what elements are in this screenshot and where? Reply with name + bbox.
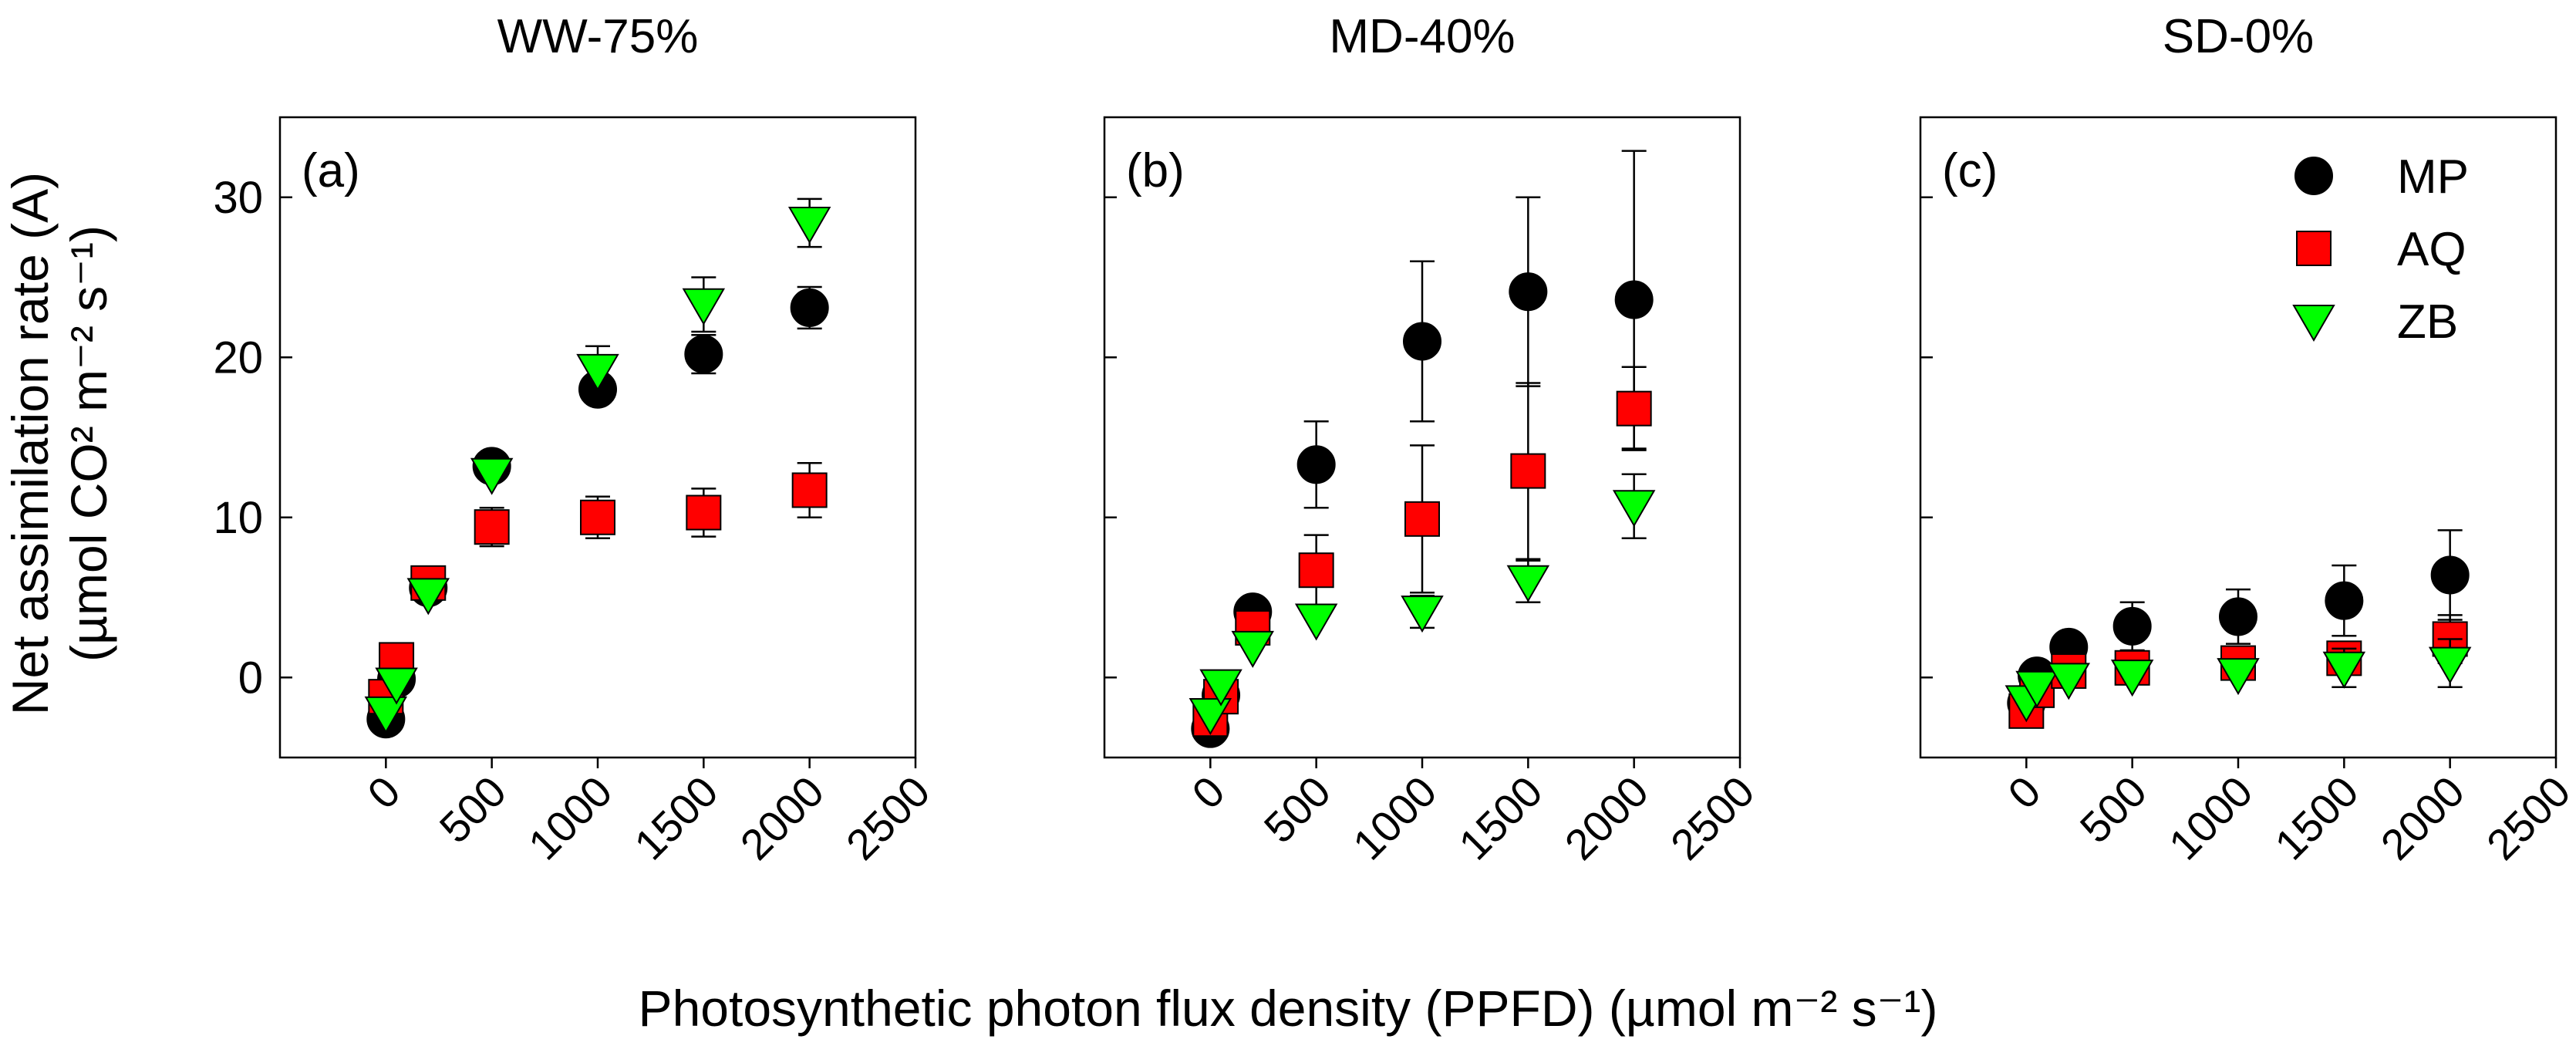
y-tick-label: 0 xyxy=(238,653,263,703)
data-point-zb xyxy=(2428,646,2472,684)
series-zb xyxy=(364,197,831,734)
data-point-mp xyxy=(684,335,723,374)
y-axis-label-line1: Net assimilation rate (A) xyxy=(2,172,59,715)
x-tick-label: 1000 xyxy=(2160,767,2262,869)
data-point-aq xyxy=(474,509,510,545)
data-point-zb xyxy=(2015,670,2058,708)
x-tick-label: 1500 xyxy=(2265,767,2368,869)
data-point-mp xyxy=(1614,280,1654,319)
x-tick-label: 2000 xyxy=(2372,767,2474,869)
panel-title: SD-0% xyxy=(2163,10,2314,63)
panel-label: (b) xyxy=(1126,144,1185,197)
data-point-zb xyxy=(1401,596,1444,633)
plot-frame xyxy=(1103,116,1741,759)
panel-label: (a) xyxy=(302,144,360,197)
data-point-aq xyxy=(580,499,615,535)
data-point-zb xyxy=(406,578,450,616)
data-point-zb xyxy=(364,696,408,734)
data-point-zb xyxy=(1231,630,1274,668)
data-point-mp xyxy=(790,288,829,327)
x-tick-label: 500 xyxy=(2071,767,2156,852)
y-axis-label-line2: (µmol CO² m⁻² s⁻¹) xyxy=(60,225,117,662)
x-axis-label: Photosynthetic photon flux density (PPFD… xyxy=(639,980,1938,1037)
data-point-zb xyxy=(1189,697,1232,735)
data-point-aq xyxy=(791,472,828,508)
data-point-aq xyxy=(1404,501,1440,537)
y-tick-label: 10 xyxy=(213,493,263,543)
legend-marker-aq xyxy=(2296,231,2332,266)
data-point-zb xyxy=(576,353,619,391)
series-zb xyxy=(1189,473,1656,735)
data-point-mp xyxy=(1403,322,1441,361)
x-tick-label: 0 xyxy=(1182,767,1234,818)
data-point-zb xyxy=(2217,658,2260,696)
data-point-zb xyxy=(682,288,726,326)
x-tick-label: 500 xyxy=(430,767,516,852)
legend-marker-zb xyxy=(2292,305,2335,342)
data-point-aq xyxy=(1298,552,1334,589)
data-point-zb xyxy=(1199,669,1242,707)
x-tick-label: 1000 xyxy=(1344,767,1446,869)
data-point-zb xyxy=(1612,490,1656,528)
panel-title: MD-40% xyxy=(1329,10,1515,63)
data-point-mp xyxy=(2430,555,2470,595)
x-tick-label: 1500 xyxy=(1449,767,1552,869)
panel-1: WW-75% (a) 0 10 20 30 0 500 1000 1500 2000 2500 xyxy=(213,10,939,869)
data-point-aq xyxy=(1510,453,1546,489)
x-tick-label: 1500 xyxy=(625,767,727,869)
y-tick-label: 20 xyxy=(213,332,263,383)
data-point-zb xyxy=(375,667,418,705)
legend-marker-mp xyxy=(2294,157,2333,195)
legend: MP AQ ZB xyxy=(2292,150,2469,349)
data-point-aq xyxy=(686,494,722,531)
series-zb xyxy=(2004,638,2472,723)
x-tick-label: 2500 xyxy=(2477,767,2576,869)
panel-2: MD-40% (b) 0 500 1000 1500 2000 2500 xyxy=(1103,10,1764,869)
data-point-zb xyxy=(2047,663,2090,700)
x-tick-label: 2500 xyxy=(837,767,939,869)
x-tick-label: 500 xyxy=(1255,767,1340,852)
y-tick-label: 30 xyxy=(213,173,263,223)
x-tick-label: 1000 xyxy=(519,767,622,869)
x-tick-label: 2500 xyxy=(1661,767,1764,869)
data-point-mp xyxy=(1509,272,1548,312)
panel-title: WW-75% xyxy=(497,10,699,63)
data-point-zb xyxy=(1506,565,1550,602)
data-point-aq xyxy=(1616,390,1652,427)
data-point-mp xyxy=(2112,606,2152,646)
data-point-zb xyxy=(2322,651,2366,689)
data-point-mp xyxy=(1296,445,1336,484)
legend-label-zb: ZB xyxy=(2397,295,2458,349)
data-point-zb xyxy=(470,457,514,495)
data-point-zb xyxy=(787,206,831,244)
x-tick-label: 2000 xyxy=(1556,767,1658,869)
data-point-zb xyxy=(2110,660,2154,697)
data-point-mp xyxy=(2325,581,2364,620)
panel-3: SD-0% (c) 0 500 1000 1500 2000 2500 MP AQ ZB xyxy=(1919,10,2576,869)
legend-label-mp: MP xyxy=(2397,150,2469,204)
panel-label: (c) xyxy=(1942,144,1998,197)
x-tick-label: 0 xyxy=(358,767,410,818)
data-point-zb xyxy=(1294,603,1338,641)
x-tick-label: 0 xyxy=(1998,767,2050,818)
legend-label-aq: AQ xyxy=(2397,223,2466,276)
x-tick-label: 2000 xyxy=(731,767,834,869)
data-point-mp xyxy=(2219,597,2257,636)
